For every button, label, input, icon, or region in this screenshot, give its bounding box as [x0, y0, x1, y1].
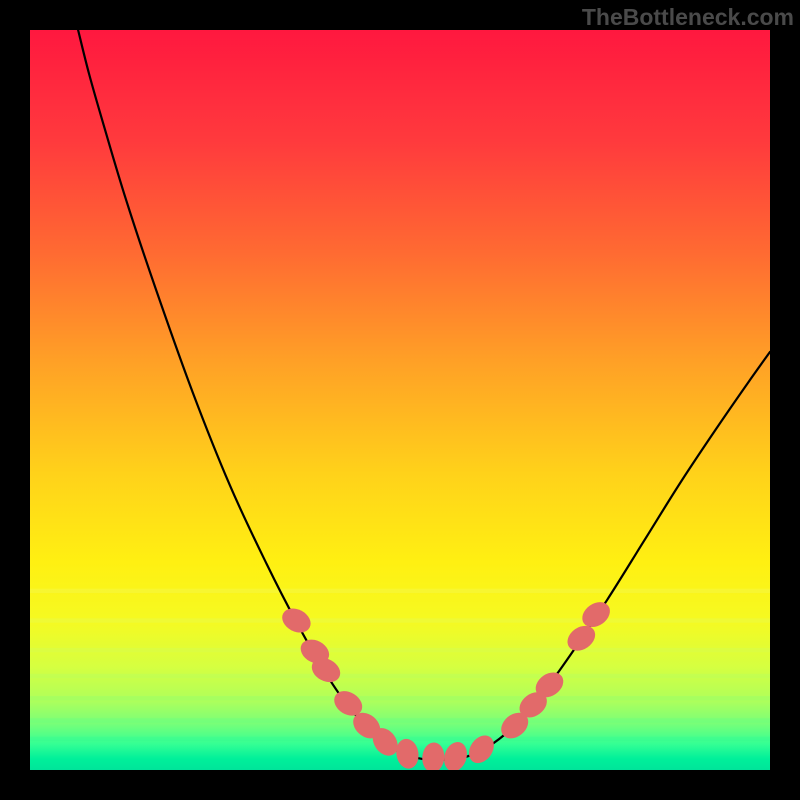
watermark-text: TheBottleneck.com	[582, 4, 794, 31]
bottleneck-curve	[78, 30, 770, 760]
curve-marker	[394, 737, 421, 770]
plot-area	[30, 30, 770, 770]
curve-markers	[278, 597, 615, 770]
curve-marker	[421, 742, 446, 770]
curve-overlay	[30, 30, 770, 770]
curve-marker	[440, 739, 470, 770]
chart-frame: TheBottleneck.com	[0, 0, 800, 800]
curve-marker	[464, 731, 499, 768]
curve-marker	[278, 604, 315, 638]
